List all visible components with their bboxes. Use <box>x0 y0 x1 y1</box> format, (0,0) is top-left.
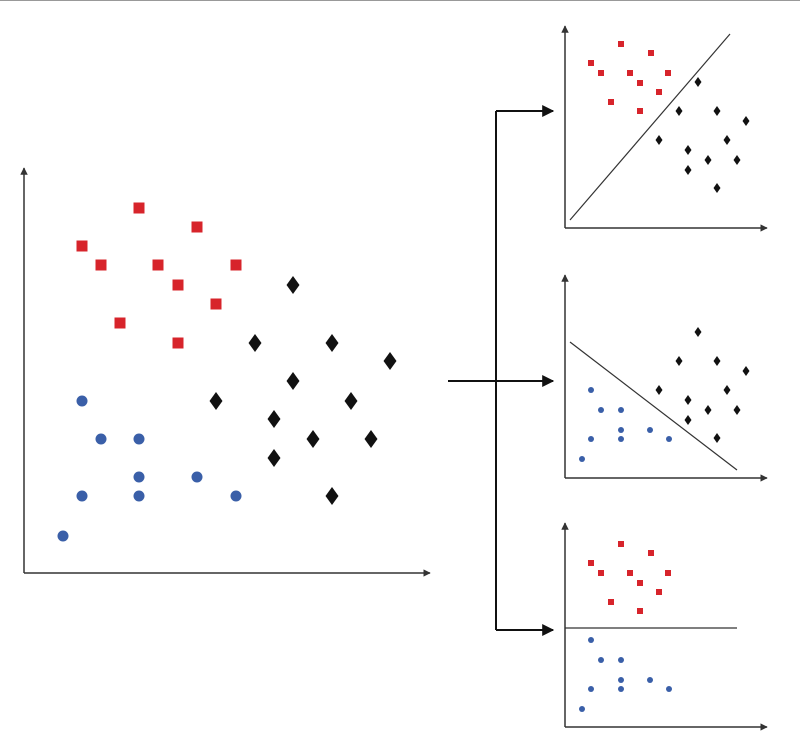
circle-point <box>579 706 585 712</box>
circle-point <box>618 677 624 683</box>
square-point <box>627 70 633 76</box>
square-point <box>648 50 654 56</box>
circle-point <box>588 436 594 442</box>
diamond-point <box>684 415 692 425</box>
square-point <box>133 202 145 214</box>
diamond-point <box>344 392 358 410</box>
decision-boundary <box>569 341 738 471</box>
square-point <box>637 80 643 86</box>
square-point <box>665 570 671 576</box>
circle-point <box>598 407 604 413</box>
diamond-point <box>364 430 378 448</box>
diamond-point <box>286 276 300 294</box>
square-point <box>95 259 107 271</box>
diamond-point <box>248 334 262 352</box>
square-point <box>230 259 242 271</box>
diamond-point <box>286 372 300 390</box>
diamond-point <box>733 155 741 165</box>
square-point <box>114 317 126 329</box>
square-point <box>648 550 654 556</box>
diamond-point <box>684 395 692 405</box>
square-point <box>637 108 643 114</box>
diamond-point <box>209 392 223 410</box>
circle-point <box>76 395 88 407</box>
square-point <box>656 89 662 95</box>
circle-point <box>666 436 672 442</box>
square-point <box>191 221 203 233</box>
circle-point <box>618 657 624 663</box>
diamond-point <box>742 366 750 376</box>
square-point <box>637 608 643 614</box>
square-point <box>637 580 643 586</box>
diamond-point <box>742 116 750 126</box>
diamond-point <box>655 385 663 395</box>
circle-point <box>588 686 594 692</box>
square-point <box>656 589 662 595</box>
square-point <box>588 60 594 66</box>
diamond-point <box>723 135 731 145</box>
circle-point <box>133 490 145 502</box>
diamond-point <box>684 145 692 155</box>
diamond-point <box>655 135 663 145</box>
square-point <box>627 570 633 576</box>
diamond-point <box>713 356 721 366</box>
square-point <box>598 70 604 76</box>
diamond-point <box>704 405 712 415</box>
diamond-point <box>723 385 731 395</box>
diamond-point <box>694 77 702 87</box>
diamond-point <box>733 405 741 415</box>
circle-point <box>133 471 145 483</box>
circle-point <box>598 657 604 663</box>
circle-point <box>618 427 624 433</box>
diamond-point <box>684 165 692 175</box>
circle-point <box>647 677 653 683</box>
circle-point <box>133 433 145 445</box>
square-point <box>608 99 614 105</box>
square-point <box>172 337 184 349</box>
decision-boundary <box>569 33 731 221</box>
diamond-point <box>675 356 683 366</box>
diamond-point <box>675 106 683 116</box>
circle-point <box>95 433 107 445</box>
circle-point <box>588 637 594 643</box>
square-point <box>665 70 671 76</box>
circle-point <box>618 407 624 413</box>
square-point <box>598 570 604 576</box>
square-point <box>608 599 614 605</box>
square-point <box>618 541 624 547</box>
circle-point <box>230 490 242 502</box>
circle-point <box>666 686 672 692</box>
diamond-point <box>713 433 721 443</box>
diamond-point <box>325 334 339 352</box>
circle-point <box>647 427 653 433</box>
diamond-point <box>713 183 721 193</box>
diamond-point <box>306 430 320 448</box>
circle-point <box>191 471 203 483</box>
diamond-point <box>267 410 281 428</box>
circle-point <box>76 490 88 502</box>
circle-point <box>618 686 624 692</box>
diamond-point <box>325 487 339 505</box>
diamond-point <box>713 106 721 116</box>
diamond-point <box>694 327 702 337</box>
circle-point <box>588 387 594 393</box>
circle-point <box>57 530 69 542</box>
square-point <box>76 240 88 252</box>
square-point <box>152 259 164 271</box>
diamond-point <box>383 352 397 370</box>
circle-point <box>579 456 585 462</box>
square-point <box>210 298 222 310</box>
circle-point <box>618 436 624 442</box>
square-point <box>618 41 624 47</box>
diamond-point <box>704 155 712 165</box>
connectors <box>448 105 555 636</box>
square-point <box>172 279 184 291</box>
square-point <box>588 560 594 566</box>
diamond-point <box>267 449 281 467</box>
